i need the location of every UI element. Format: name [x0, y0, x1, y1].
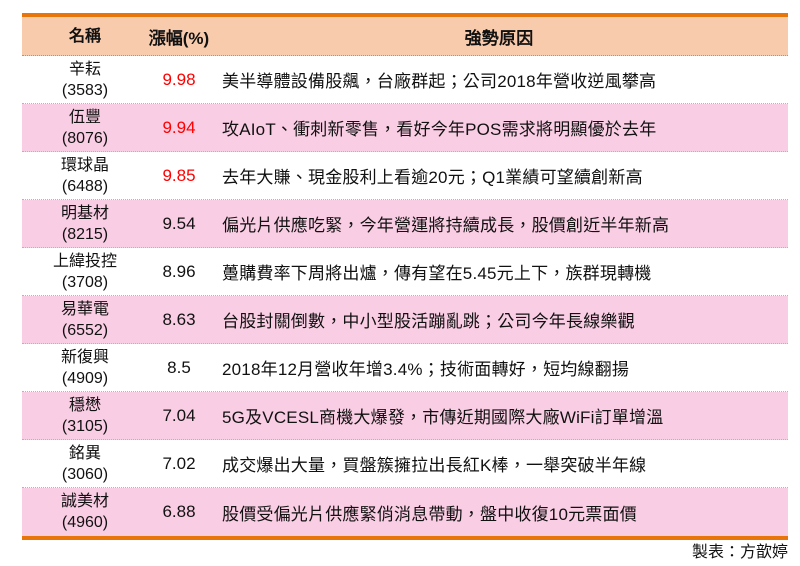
gain-value: 6.88: [162, 502, 196, 521]
stock-code: (3060): [61, 465, 109, 483]
stock-code: (8215): [61, 225, 109, 243]
stock-name-cell: 伍豐 (8076): [22, 104, 148, 151]
reason-text: 去年大賺、現金股利上看逾20元；Q1業績可望續創新高: [222, 168, 643, 187]
stock-name: 誠美材: [60, 493, 109, 510]
stock-code: (3708): [61, 273, 109, 291]
table-row: 明基材 (8215) 9.54 偏光片供應吃緊，今年營運將持續成長，股價創近半年…: [22, 200, 788, 248]
stock-name-cell: 明基材 (8215): [22, 200, 148, 247]
gain-value: 8.96: [162, 261, 196, 281]
table-footer-credit: 製表：方歆婷: [691, 544, 788, 561]
stock-code: (3105): [61, 417, 109, 435]
stock-name: 新復興: [60, 348, 109, 366]
stock-name-cell: 銘異 (3060): [22, 440, 148, 487]
table-header-row: 名稱 漲幅(%) 強勢原因: [22, 17, 788, 56]
stock-code: (6552): [61, 321, 109, 339]
stock-name-cell: 新復興 (4909): [22, 344, 148, 391]
stock-name: 伍豐: [68, 108, 101, 126]
stock-name-cell: 上緯投控 (3708): [22, 248, 148, 295]
gain-value: 9.98: [162, 69, 196, 89]
stock-name-cell: 誠美材 (4960): [22, 488, 148, 536]
stock-name: 易華電: [60, 300, 109, 318]
stock-code: (4960): [61, 514, 109, 531]
reason-text: 美半導體設備股飆，台廠群起；公司2018年營收逆風攀高: [222, 72, 657, 91]
stock-gainers-table: 名稱 漲幅(%) 強勢原因 辛耘 (3583) 9.98 美半導體設備股飆，台廠…: [22, 13, 788, 540]
stock-name: 穩懋: [68, 396, 101, 414]
table-row: 環球晶 (6488) 9.85 去年大賺、現金股利上看逾20元；Q1業績可望續創…: [22, 152, 788, 200]
gain-value: 9.85: [162, 165, 196, 185]
table-row: 新復興 (4909) 8.5 2018年12月營收年增3.4%；技術面轉好，短均…: [22, 344, 788, 392]
gain-value: 7.04: [162, 405, 196, 425]
stock-code: (4909): [61, 369, 109, 387]
table-row: 誠美材 (4960) 6.88 股價受偏光片供應緊俏消息帶動，盤中收復10元票面…: [22, 488, 788, 536]
table-row: 上緯投控 (3708) 8.96 躉購費率下周將出爐，傳有望在5.45元上下，族…: [22, 248, 788, 296]
stock-name-cell: 穩懋 (3105): [22, 392, 148, 439]
table-row: 穩懋 (3105) 7.04 5G及VCESL商機大爆發，市傳近期國際大廠WiF…: [22, 392, 788, 440]
stock-name-cell: 環球晶 (6488): [22, 152, 148, 199]
gain-value: 8.5: [167, 357, 191, 377]
stock-code: (6488): [61, 177, 109, 195]
column-header-reason: 強勢原因: [464, 28, 534, 48]
gain-value: 7.02: [162, 453, 196, 473]
stock-name: 上緯投控: [52, 252, 117, 270]
column-header-gain: 漲幅(%): [148, 28, 210, 48]
stock-name: 環球晶: [60, 156, 109, 174]
gain-value: 9.94: [162, 117, 196, 137]
reason-text: 2018年12月營收年增3.4%；技術面轉好，短均線翻揚: [222, 360, 630, 379]
reason-text: 5G及VCESL商機大爆發，市傳近期國際大廠WiFi訂單增溫: [222, 408, 664, 427]
reason-text: 台股封關倒數，中小型股活蹦亂跳；公司今年長線樂觀: [222, 312, 635, 331]
stock-name: 銘異: [68, 444, 101, 462]
reason-text: 股價受偏光片供應緊俏消息帶動，盤中收復10元票面價: [222, 504, 637, 524]
table-row: 易華電 (6552) 8.63 台股封關倒數，中小型股活蹦亂跳；公司今年長線樂觀: [22, 296, 788, 344]
table-row: 辛耘 (3583) 9.98 美半導體設備股飆，台廠群起；公司2018年營收逆風…: [22, 56, 788, 104]
column-header-name: 名稱: [68, 27, 101, 45]
stock-name: 辛耘: [68, 60, 101, 78]
table-row: 銘異 (3060) 7.02 成交爆出大量，買盤簇擁拉出長紅K棒，一舉突破半年線: [22, 440, 788, 488]
stock-name-cell: 易華電 (6552): [22, 296, 148, 343]
reason-text: 躉購費率下周將出爐，傳有望在5.45元上下，族群現轉機: [222, 264, 652, 283]
reason-text: 偏光片供應吃緊，今年營運將持續成長，股價創近半年新高: [222, 216, 670, 235]
gain-value: 8.63: [162, 309, 196, 329]
gain-value: 9.54: [162, 213, 196, 233]
stock-code: (8076): [61, 129, 109, 147]
stock-name: 明基材: [60, 204, 109, 222]
reason-text: 攻AIoT、衝刺新零售，看好今年POS需求將明顯優於去年: [222, 120, 657, 139]
table-row: 伍豐 (8076) 9.94 攻AIoT、衝刺新零售，看好今年POS需求將明顯優…: [22, 104, 788, 152]
stock-name-cell: 辛耘 (3583): [22, 56, 148, 103]
reason-text: 成交爆出大量，買盤簇擁拉出長紅K棒，一舉突破半年線: [222, 456, 647, 475]
table-body: 辛耘 (3583) 9.98 美半導體設備股飆，台廠群起；公司2018年營收逆風…: [22, 56, 788, 536]
stock-code: (3583): [61, 81, 109, 99]
